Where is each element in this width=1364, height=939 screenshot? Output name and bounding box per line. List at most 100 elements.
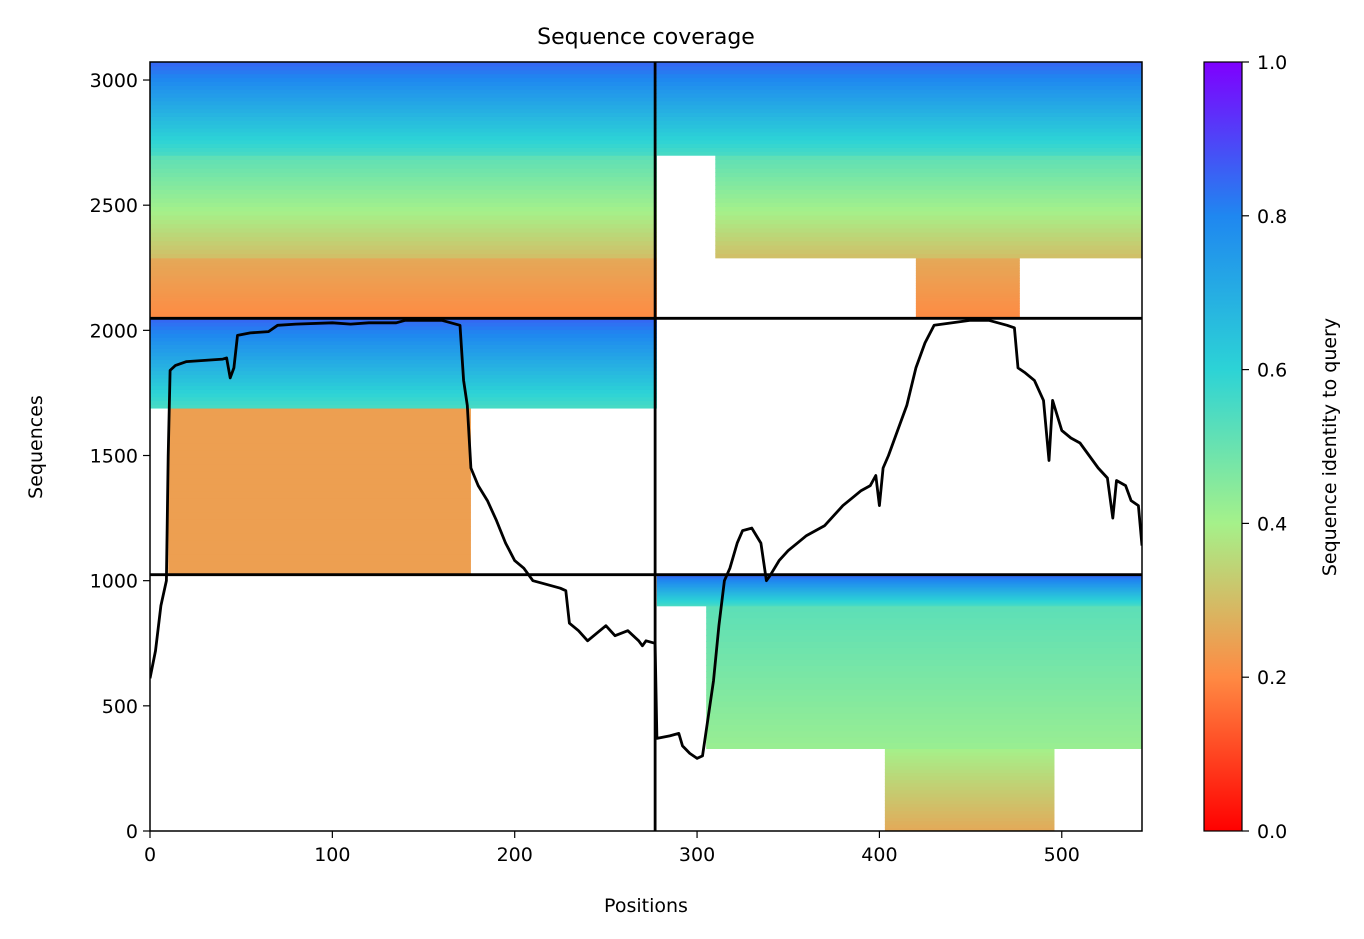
- colorbar-tick-label: 0.2: [1257, 667, 1287, 689]
- heatmap-band: [884, 796, 1055, 801]
- heatmap-band: [150, 227, 657, 233]
- heatmap-band: [168, 421, 471, 430]
- heatmap-band: [656, 135, 1142, 141]
- heatmap-band: [656, 112, 1142, 117]
- heatmap-band: [915, 293, 1020, 297]
- heatmap-band: [884, 748, 1055, 753]
- heatmap-band: [150, 163, 657, 169]
- heatmap-band: [150, 147, 657, 152]
- heatmap-band: [150, 193, 657, 199]
- heatmap-band: [715, 236, 1142, 242]
- heatmap-band: [656, 147, 1142, 152]
- heatmap-band: [150, 223, 657, 229]
- heatmap-band: [150, 81, 657, 86]
- heatmap-band: [150, 139, 657, 145]
- heatmap-band: [915, 272, 1020, 277]
- heatmap-band: [168, 519, 471, 527]
- heatmap-band: [656, 595, 1142, 598]
- heatmap-band: [715, 163, 1142, 169]
- heatmap-band: [150, 131, 657, 137]
- colorbar-ticks: 0.0 0.2 0.4 0.6 0.8 1.0: [1242, 52, 1287, 843]
- heatmap-band: [715, 214, 1142, 220]
- heatmap-band: [884, 755, 1055, 760]
- heatmap-band: [884, 824, 1055, 829]
- heatmap-band: [150, 167, 657, 173]
- heatmap-band: [715, 155, 1142, 160]
- coverage-heatmap: [150, 62, 1142, 831]
- heatmap-band: [706, 641, 1142, 648]
- heatmap-band: [884, 813, 1055, 818]
- heatmap-band: [168, 428, 471, 437]
- y-tick-label: 1500: [90, 446, 138, 468]
- heatmap-band: [150, 151, 657, 156]
- heatmap-band: [915, 313, 1020, 317]
- heatmap-band: [150, 73, 657, 79]
- heatmap-band: [150, 270, 657, 274]
- heatmap-band: [150, 206, 657, 212]
- heatmap-band: [656, 143, 1142, 148]
- heatmap-band: [706, 706, 1142, 714]
- y-axis: 0 500 1000 1500 2000 2500 3000: [90, 70, 150, 843]
- heatmap-band: [884, 772, 1055, 777]
- heatmap-band: [915, 285, 1020, 289]
- heatmap-band: [150, 69, 657, 75]
- heatmap-band: [150, 285, 657, 289]
- y-tick-label: 0: [126, 821, 138, 843]
- heatmap-band: [656, 586, 1142, 589]
- heatmap-band: [150, 300, 657, 304]
- heatmap-band: [706, 635, 1142, 642]
- heatmap-band: [150, 189, 657, 195]
- heatmap-band: [715, 197, 1142, 203]
- heatmap-band: [706, 700, 1142, 708]
- heatmap-band: [656, 582, 1142, 585]
- heatmap-band: [706, 718, 1142, 726]
- heatmap-band: [150, 210, 657, 216]
- heatmap-band: [150, 385, 657, 390]
- heatmap-band: [150, 116, 657, 121]
- heatmap-band: [150, 389, 657, 394]
- heatmap-band: [915, 280, 1020, 284]
- heatmap-band: [150, 93, 657, 98]
- heatmap-band: [656, 592, 1142, 595]
- heatmap-band: [150, 404, 657, 409]
- heatmap-band: [884, 827, 1055, 831]
- heatmap-band: [715, 223, 1142, 229]
- heatmap-band: [150, 344, 657, 349]
- heatmap-band: [150, 219, 657, 225]
- heatmap-band: [656, 575, 1142, 578]
- heatmap-band: [150, 124, 657, 129]
- heatmap-band: [884, 806, 1055, 811]
- heatmap-band: [915, 277, 1020, 282]
- heatmap-band: [150, 351, 657, 357]
- heatmap-band: [656, 89, 1142, 94]
- heatmap-band: [706, 742, 1142, 749]
- heatmap-band: [150, 89, 657, 94]
- heatmap-band: [168, 484, 471, 492]
- heatmap-band: [168, 442, 471, 451]
- heatmap-band: [715, 167, 1142, 173]
- heatmap-band: [656, 65, 1142, 71]
- heatmap-band: [884, 786, 1055, 791]
- heatmap-band: [656, 581, 1142, 584]
- heatmap-band: [706, 712, 1142, 720]
- heatmap-band: [150, 366, 657, 372]
- heatmap-band: [706, 736, 1142, 744]
- heatmap-band: [656, 588, 1142, 591]
- heatmap-band: [150, 96, 657, 102]
- heatmap-band: [656, 587, 1142, 590]
- heatmap-band: [706, 665, 1142, 672]
- x-axis-label: Positions: [604, 895, 688, 917]
- x-tick-label: 200: [497, 844, 533, 866]
- x-tick-label: 0: [144, 844, 156, 866]
- colorbar-tick-label: 0.0: [1257, 821, 1287, 843]
- heatmap-band: [168, 477, 471, 485]
- heatmap-band: [150, 244, 657, 250]
- heatmap-band: [715, 249, 1142, 255]
- heatmap-band: [715, 193, 1142, 199]
- heatmap-band: [915, 290, 1020, 294]
- heatmap-band: [150, 172, 657, 178]
- heatmap-band: [884, 803, 1055, 808]
- heatmap-band: [656, 596, 1142, 599]
- heatmap-band: [150, 359, 657, 364]
- heatmap-band: [150, 290, 657, 294]
